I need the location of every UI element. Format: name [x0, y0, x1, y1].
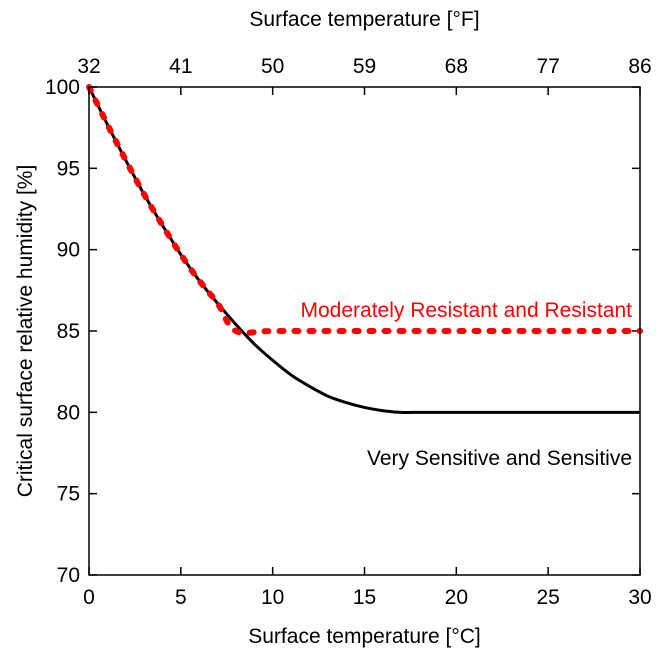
- series-line-moderately-resistant: [86, 84, 643, 337]
- y-tick-label: 95: [57, 157, 80, 180]
- annotation-layer: Moderately Resistant and Resistant Very S…: [301, 299, 633, 470]
- y-tick-label: 100: [45, 76, 80, 99]
- x-tick-label: 0: [83, 586, 95, 609]
- y-axis-title: Critical surface relative humidity [%]: [14, 165, 37, 498]
- x2-tick-label: 77: [536, 55, 559, 78]
- annotation-moderately-resistant: Moderately Resistant and Resistant: [301, 299, 633, 322]
- y-tick-label: 75: [57, 483, 80, 506]
- y-tick-label: 80: [57, 401, 80, 424]
- annotation-very-sensitive: Very Sensitive and Sensitive: [367, 447, 632, 470]
- x2-tick-label: 59: [353, 55, 376, 78]
- x2-tick-label: 86: [628, 55, 651, 78]
- x2-tick-label: 68: [445, 55, 468, 78]
- plot-frame: [88, 86, 641, 576]
- x2-tick-label: 50: [261, 55, 284, 78]
- x-tick-label: 5: [175, 586, 187, 609]
- x2-tick-label: 32: [77, 55, 100, 78]
- x-axis-title: Surface temperature [°C]: [248, 625, 481, 648]
- series-layer: [86, 84, 643, 414]
- x-tick-label: 10: [261, 586, 284, 609]
- top-axis-ticks: 32 41 50 59 68 77 86: [77, 55, 652, 95]
- x2-tick-label: 41: [169, 55, 192, 78]
- bottom-axis-ticks: 0 5 10 15 20 25 30: [83, 567, 652, 609]
- x-tick-label: 30: [628, 586, 651, 609]
- x-tick-label: 20: [445, 586, 468, 609]
- y-tick-label: 90: [57, 239, 80, 262]
- y-tick-label: 85: [57, 320, 80, 343]
- x-tick-label: 15: [353, 586, 376, 609]
- top-x-axis-title: Surface temperature [°F]: [249, 8, 479, 31]
- y-tick-label: 70: [57, 564, 80, 587]
- series-line-very-sensitive: [87, 86, 640, 414]
- x-tick-label: 25: [536, 586, 559, 609]
